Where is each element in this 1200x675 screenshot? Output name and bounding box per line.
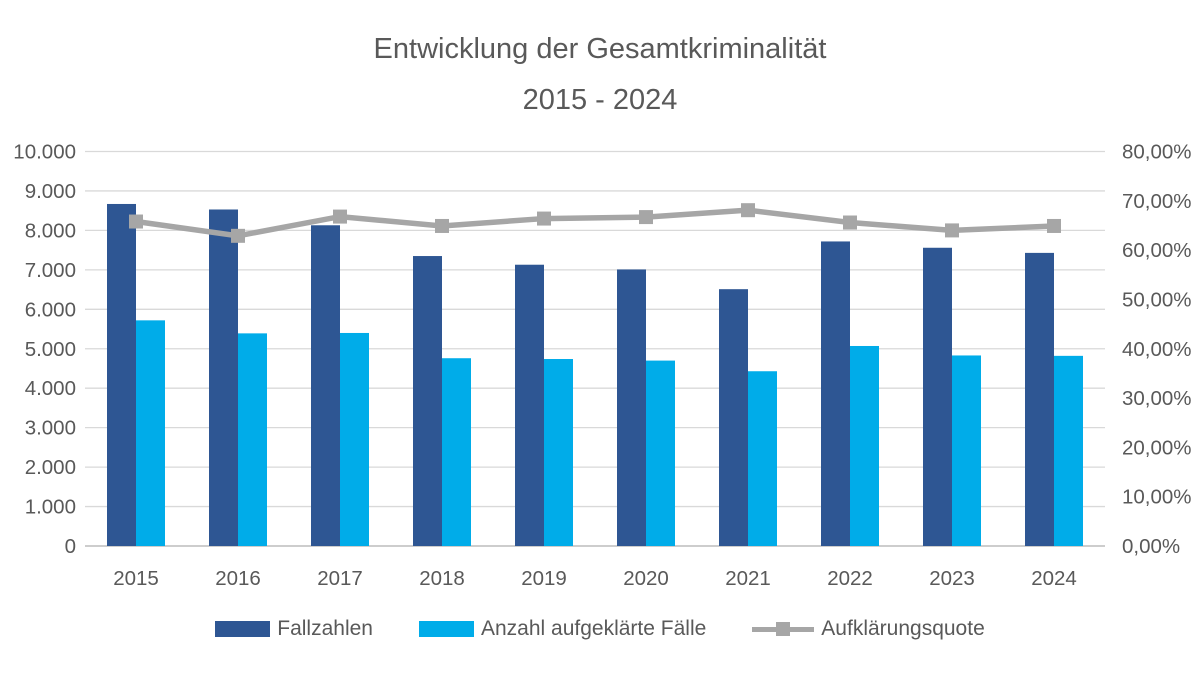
bar-fallzahlen-2024 bbox=[1025, 252, 1054, 546]
bar-aufgeklaerte-faelle-2023 bbox=[952, 355, 981, 546]
bar-aufgeklaerte-faelle-2020 bbox=[646, 360, 675, 546]
y-axis-left-tick-label: 7.000 bbox=[25, 259, 76, 282]
y-axis-right-tick-label: 60,00% bbox=[1122, 239, 1192, 262]
y-axis-left-tick-label: 8.000 bbox=[25, 219, 76, 242]
y-axis-right-tick-label: 20,00% bbox=[1122, 436, 1192, 459]
y-axis-left-tick-label: 2.000 bbox=[25, 456, 76, 479]
fallzahlen-bar-swatch-icon bbox=[215, 621, 271, 637]
aufklaerungsquote-marker-2024 bbox=[1047, 218, 1061, 233]
y-axis-left-tick-label: 3.000 bbox=[25, 417, 76, 440]
aufklaerungsquote-marker-2023 bbox=[945, 223, 959, 238]
x-axis-label-2018: 2018 bbox=[419, 567, 465, 590]
legend-item-aufklaerungsquote: Aufklärungsquote bbox=[752, 617, 985, 641]
x-axis-label-2017: 2017 bbox=[317, 567, 363, 590]
bar-fallzahlen-2015 bbox=[107, 203, 136, 546]
aufklaerungsquote-line-swatch-icon bbox=[752, 621, 815, 637]
aufklaerungsquote-marker-2018 bbox=[435, 218, 449, 233]
y-axis-left-tick-label: 1.000 bbox=[25, 496, 76, 519]
chart-title: Entwicklung der Gesamtkriminalität 2015 … bbox=[0, 24, 1200, 126]
legend-label-aufgeklaerte-faelle: Anzahl aufgeklärte Fälle bbox=[480, 617, 707, 640]
x-axis-label-2016: 2016 bbox=[215, 567, 261, 590]
x-axis-label-2020: 2020 bbox=[623, 567, 669, 590]
y-axis-right-tick-label: 50,00% bbox=[1122, 288, 1192, 311]
aufklaerungsquote-marker-2022 bbox=[843, 215, 857, 230]
aufgeklaerte-faelle-bar-swatch-icon bbox=[418, 621, 474, 637]
aufklaerungsquote-marker-2016 bbox=[231, 228, 245, 243]
x-axis-label-2023: 2023 bbox=[929, 567, 975, 590]
y-axis-right-tick-label: 10,00% bbox=[1122, 486, 1192, 509]
y-axis-left-tick-label: 10.000 bbox=[13, 141, 76, 164]
y-axis-left-tick-label: 9.000 bbox=[25, 180, 76, 203]
aufklaerungsquote-line bbox=[135, 207, 1055, 239]
x-axis-label-2021: 2021 bbox=[725, 567, 771, 590]
x-axis-label-2024: 2024 bbox=[1031, 567, 1077, 590]
bar-aufgeklaerte-faelle-2015 bbox=[136, 320, 165, 546]
bar-fallzahlen-2018 bbox=[413, 256, 442, 546]
aufklaerungsquote-marker-2015 bbox=[129, 214, 143, 229]
chart-title-line1: Entwicklung der Gesamtkriminalität bbox=[373, 33, 827, 65]
bar-fallzahlen-2017 bbox=[311, 225, 340, 547]
chart-title-line2: 2015 - 2024 bbox=[522, 84, 678, 116]
bar-aufgeklaerte-faelle-2022 bbox=[850, 345, 879, 546]
chart-legend: Fallzahlen Anzahl aufgeklärte Fälle Aufk… bbox=[0, 617, 1200, 641]
y-axis-right-tick-label: 70,00% bbox=[1122, 190, 1192, 213]
bar-aufgeklaerte-faelle-2024 bbox=[1054, 355, 1083, 546]
bar-fallzahlen-2023 bbox=[923, 247, 952, 546]
aufklaerungsquote-marker-2019 bbox=[537, 211, 551, 226]
bar-fallzahlen-2019 bbox=[515, 264, 544, 546]
aufklaerungsquote-marker-2020 bbox=[639, 210, 653, 225]
bar-aufgeklaerte-faelle-2016 bbox=[238, 333, 267, 546]
bar-aufgeklaerte-faelle-2019 bbox=[544, 359, 573, 546]
bar-fallzahlen-2022 bbox=[821, 241, 850, 547]
y-axis-right-tick-label: 0,00% bbox=[1122, 535, 1180, 558]
y-axis-left-tick-label: 0 bbox=[65, 535, 76, 558]
x-axis-label-2015: 2015 bbox=[113, 567, 159, 590]
aufklaerungsquote-marker-2021 bbox=[741, 203, 755, 218]
bar-aufgeklaerte-faelle-2018 bbox=[442, 358, 471, 546]
x-axis-label-2022: 2022 bbox=[827, 567, 873, 590]
y-axis-right-tick-label: 30,00% bbox=[1122, 387, 1192, 410]
y-axis-left-tick-label: 6.000 bbox=[25, 298, 76, 321]
bar-fallzahlen-2020 bbox=[617, 269, 646, 546]
y-axis-left-tick-label: 4.000 bbox=[25, 377, 76, 400]
bar-aufgeklaerte-faelle-2017 bbox=[340, 332, 369, 546]
aufklaerungsquote-marker-2017 bbox=[333, 209, 347, 224]
legend-item-fallzahlen: Fallzahlen bbox=[215, 617, 373, 641]
legend-label-fallzahlen: Fallzahlen bbox=[277, 617, 373, 640]
bar-fallzahlen-2021 bbox=[719, 289, 748, 546]
x-axis-label-2019: 2019 bbox=[521, 567, 567, 590]
bar-fallzahlen-2016 bbox=[209, 209, 238, 546]
y-axis-right-tick-label: 40,00% bbox=[1122, 338, 1192, 361]
y-axis-right-tick-label: 80,00% bbox=[1122, 141, 1192, 164]
bar-aufgeklaerte-faelle-2021 bbox=[748, 371, 777, 546]
legend-label-aufklaerungsquote: Aufklärungsquote bbox=[821, 617, 985, 640]
y-axis-left-tick-label: 5.000 bbox=[25, 338, 76, 361]
legend-item-aufgeklaerte-faelle: Anzahl aufgeklärte Fälle bbox=[418, 617, 707, 641]
